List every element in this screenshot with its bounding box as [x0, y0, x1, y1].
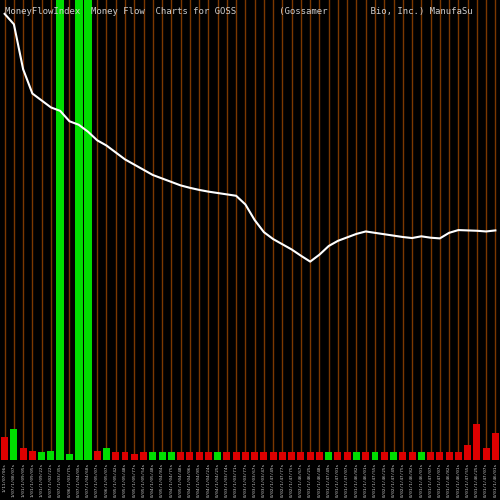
Bar — [1, 437, 8, 460]
Bar — [214, 452, 221, 460]
Bar — [464, 444, 471, 460]
Bar — [186, 452, 194, 460]
Bar — [362, 452, 369, 460]
Bar — [56, 0, 64, 460]
Bar — [140, 452, 147, 460]
Bar — [48, 451, 54, 460]
Bar — [344, 452, 350, 460]
Bar — [446, 452, 452, 460]
Bar — [353, 452, 360, 460]
Bar — [436, 452, 444, 460]
Bar — [298, 452, 304, 460]
Bar — [474, 424, 480, 460]
Bar — [84, 0, 92, 460]
Bar — [10, 429, 18, 460]
Bar — [427, 452, 434, 460]
Bar — [131, 454, 138, 460]
Bar — [270, 452, 276, 460]
Bar — [122, 452, 128, 460]
Bar — [158, 452, 166, 460]
Bar — [242, 452, 249, 460]
Bar — [112, 452, 119, 460]
Bar — [492, 433, 499, 460]
Bar — [150, 452, 156, 460]
Bar — [306, 452, 314, 460]
Bar — [205, 452, 212, 460]
Bar — [316, 452, 323, 460]
Bar — [418, 452, 425, 460]
Bar — [224, 452, 230, 460]
Bar — [177, 452, 184, 460]
Bar — [334, 452, 342, 460]
Bar — [408, 452, 416, 460]
Bar — [251, 452, 258, 460]
Bar — [103, 448, 110, 460]
Bar — [381, 452, 388, 460]
Bar — [38, 452, 45, 460]
Bar — [232, 452, 239, 460]
Bar — [66, 454, 73, 460]
Bar — [94, 451, 100, 460]
Text: MoneyFlowIndex  Money Flow  Charts for GOSS        (Gossamer        Bio, Inc.) M: MoneyFlowIndex Money Flow Charts for GOS… — [5, 8, 472, 16]
Bar — [482, 448, 490, 460]
Bar — [288, 452, 295, 460]
Bar — [260, 452, 268, 460]
Bar — [20, 448, 26, 460]
Bar — [29, 451, 36, 460]
Bar — [400, 452, 406, 460]
Bar — [168, 452, 175, 460]
Bar — [455, 452, 462, 460]
Bar — [390, 452, 397, 460]
Bar — [196, 452, 202, 460]
Bar — [279, 452, 286, 460]
Bar — [75, 0, 82, 460]
Bar — [325, 452, 332, 460]
Bar — [372, 452, 378, 460]
